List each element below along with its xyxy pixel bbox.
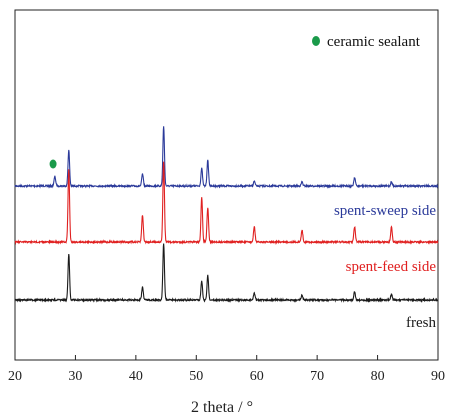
plot-frame xyxy=(14,9,439,361)
series-line-spent-feed-side xyxy=(14,161,439,245)
x-tick-label: 80 xyxy=(371,369,385,384)
series-layer xyxy=(14,126,439,303)
x-tick-label: 90 xyxy=(431,369,445,384)
ceramic-sealant-peak-marker xyxy=(49,159,57,169)
axes xyxy=(14,9,439,361)
series-label-fresh: fresh xyxy=(406,315,436,331)
x-tick-label: 60 xyxy=(250,369,264,384)
x-tick-label: 30 xyxy=(68,369,82,384)
legend-label: ceramic sealant xyxy=(327,34,421,50)
x-tick-label: 20 xyxy=(8,369,22,384)
legend: ceramic sealant xyxy=(312,34,421,50)
x-tick-label: 50 xyxy=(189,369,203,384)
x-ticks: 20 30 40 50 60 70 80 90 xyxy=(8,355,445,384)
series-label-spent-feed-side: spent-feed side xyxy=(346,259,437,275)
series-line-fresh xyxy=(14,243,439,303)
x-axis-label: 2 theta / ° xyxy=(191,399,253,416)
series-labels: spent-sweep side spent-feed side fresh xyxy=(334,203,437,331)
x-tick-label: 40 xyxy=(129,369,143,384)
x-tick-label: 70 xyxy=(310,369,324,384)
series-label-spent-sweep-side: spent-sweep side xyxy=(334,203,436,219)
legend-marker xyxy=(312,36,320,46)
series-line-spent-sweep-side xyxy=(14,126,439,189)
